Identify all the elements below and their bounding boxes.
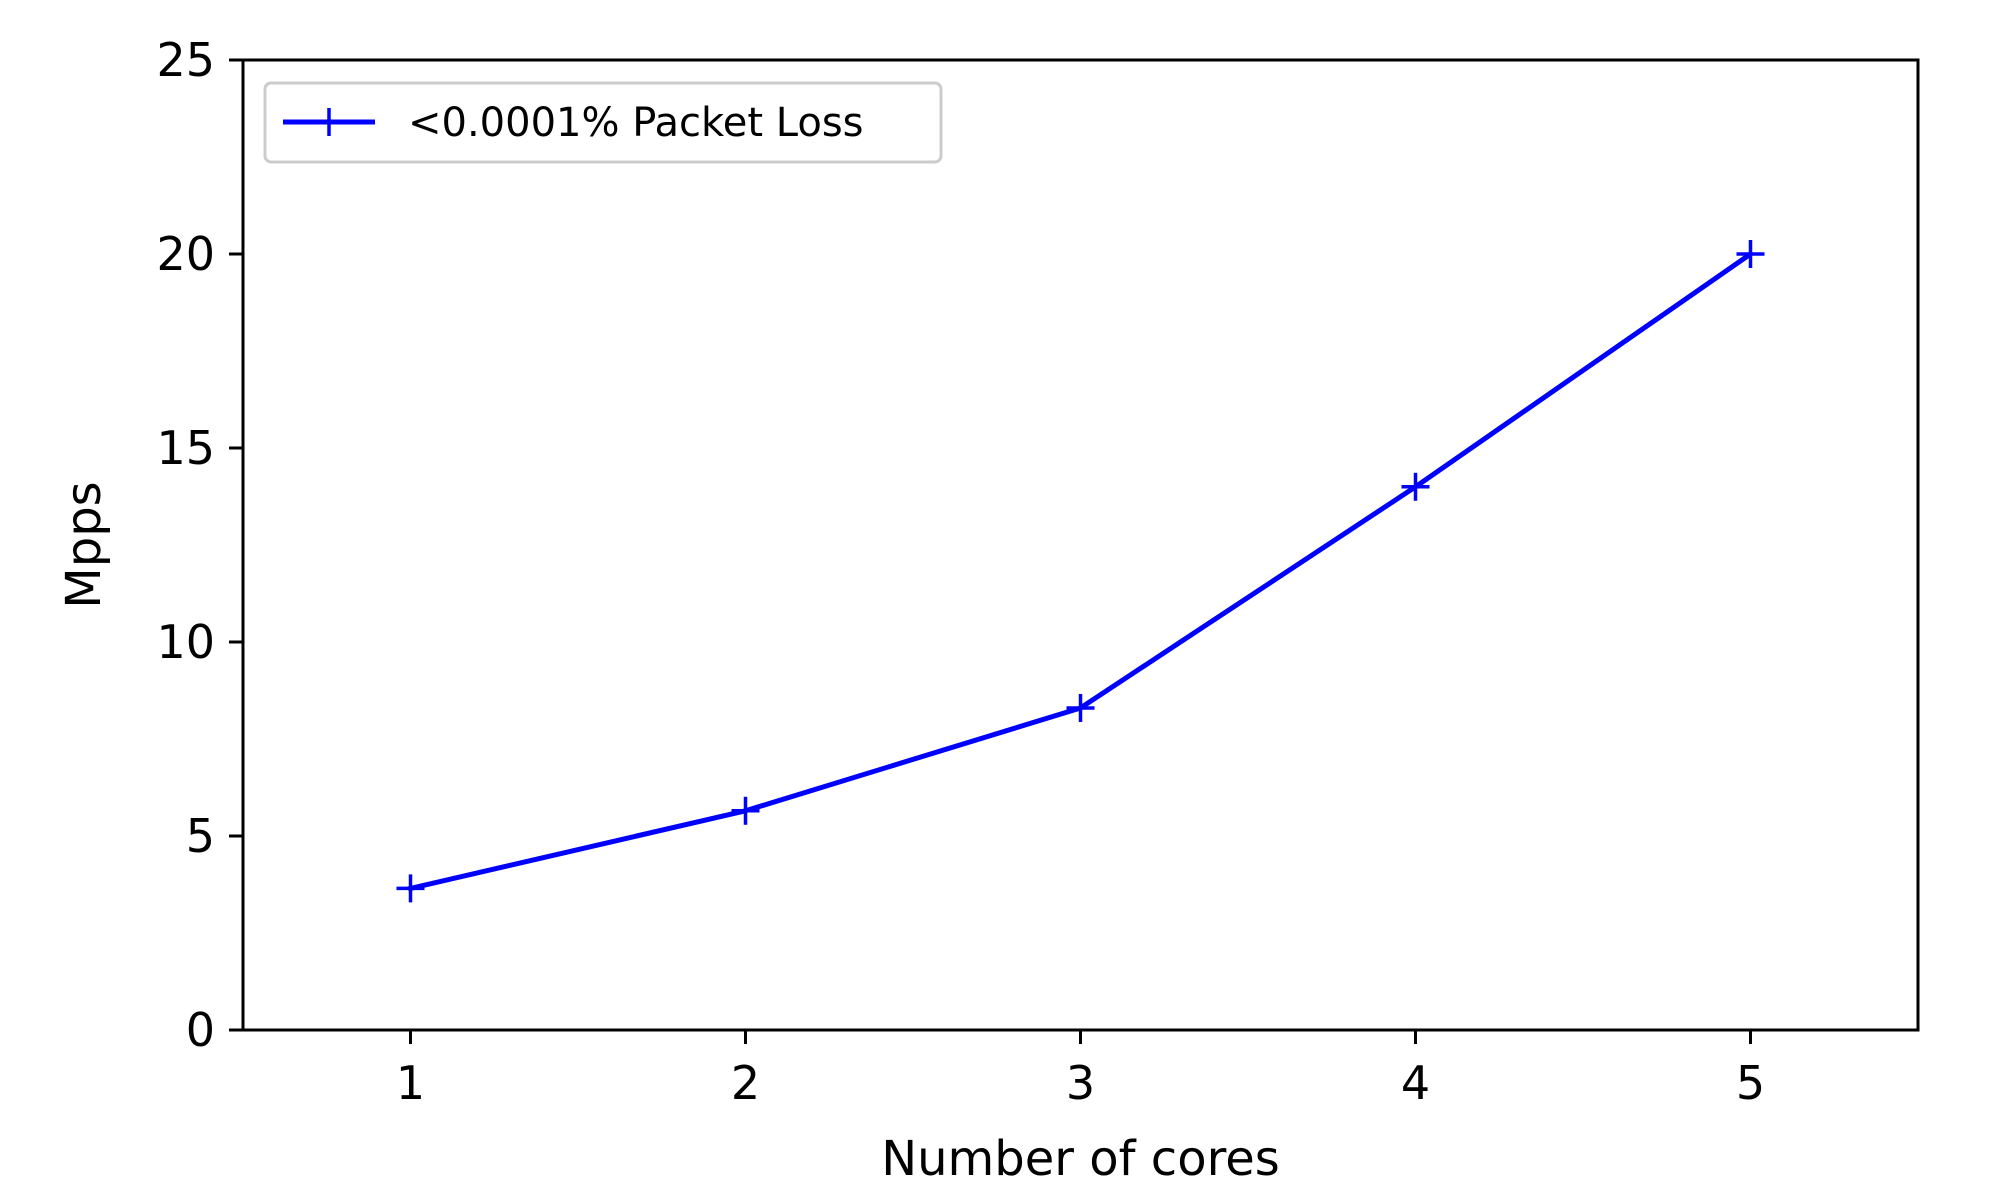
- x-axis-ticks: 1 2 3 4 5: [396, 1030, 1765, 1110]
- data-point-marker: [396, 874, 425, 903]
- x-tick-label: 4: [1401, 1056, 1430, 1110]
- legend-label: <0.0001% Packet Loss: [408, 100, 864, 146]
- x-tick-label: 5: [1736, 1056, 1765, 1110]
- x-tick-label: 3: [1066, 1056, 1095, 1110]
- y-tick-label: 15: [156, 421, 215, 475]
- legend-box: [263, 81, 943, 164]
- x-tick-label: 2: [731, 1056, 760, 1110]
- series-layer: [396, 240, 1765, 903]
- data-point-marker: [1736, 240, 1765, 268]
- data-point-marker: [1401, 472, 1430, 501]
- y-axis-label: Mpps: [56, 481, 112, 608]
- y-tick-label: 0: [186, 1003, 215, 1057]
- data-point-marker: [731, 796, 760, 825]
- y-tick-label: 5: [186, 809, 215, 863]
- y-tick-label: 10: [156, 615, 215, 669]
- y-tick-label: 20: [156, 227, 215, 281]
- legend: <0.0001% Packet Loss: [263, 81, 943, 164]
- x-axis-label: Number of cores: [881, 1131, 1280, 1187]
- y-tick-label: 25: [156, 33, 215, 87]
- data-point-marker: [1066, 693, 1095, 722]
- x-tick-label: 1: [396, 1056, 425, 1110]
- y-axis-ticks: 0 5 10 15 20 25: [156, 33, 243, 1057]
